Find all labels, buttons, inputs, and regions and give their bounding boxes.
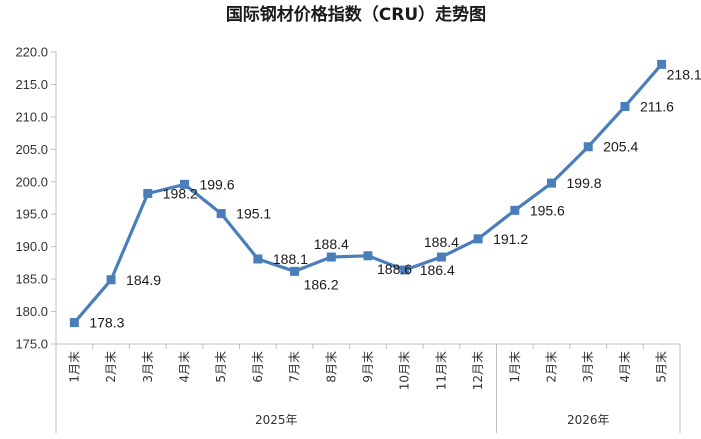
x-tick-label: 2月末 xyxy=(104,351,118,383)
data-point xyxy=(436,252,446,262)
data-label: 199.8 xyxy=(567,175,602,191)
data-point xyxy=(253,254,263,264)
x-tick-label: 5月末 xyxy=(655,351,669,383)
data-label: 195.1 xyxy=(236,206,271,222)
data-label: 188.6 xyxy=(377,261,412,277)
data-label: 184.9 xyxy=(126,272,161,288)
data-label: 205.4 xyxy=(603,139,638,155)
data-label: 199.6 xyxy=(199,176,234,192)
axes xyxy=(55,52,681,433)
data-label: 198.2 xyxy=(163,185,198,201)
data-point xyxy=(657,59,667,69)
data-point xyxy=(583,142,593,152)
series-line xyxy=(69,59,667,328)
x-tick-label: 8月末 xyxy=(324,351,338,383)
data-point xyxy=(290,266,300,276)
x-tick-label: 2月末 xyxy=(545,351,559,383)
data-point xyxy=(143,188,153,198)
data-point xyxy=(510,205,520,215)
data-point xyxy=(620,102,630,112)
x-axis-groups: 2025年 2026年 xyxy=(255,413,610,427)
y-tick-label: 180.0 xyxy=(15,304,48,319)
data-point xyxy=(179,179,189,189)
y-tick-label: 185.0 xyxy=(15,272,48,287)
data-point xyxy=(363,251,373,261)
y-tick-label: 220.0 xyxy=(15,45,48,60)
data-point xyxy=(216,209,226,219)
y-tick-label: 210.0 xyxy=(15,109,48,124)
data-label: 188.4 xyxy=(314,236,349,252)
data-label: 188.1 xyxy=(273,251,308,267)
x-tick-label: 12月末 xyxy=(471,351,485,390)
y-tick-label: 205.0 xyxy=(15,142,48,157)
data-label: 191.2 xyxy=(493,231,528,247)
x-tick-label: 4月末 xyxy=(618,351,632,383)
x-tick-label: 3月末 xyxy=(141,351,155,383)
y-tick-label: 175.0 xyxy=(15,337,48,352)
x-tick-label: 4月末 xyxy=(177,351,191,383)
x-axis-ticks: 1月末 2月末 3月末 4月末 5月末 6月末 7月末 8月末 9月末 10月末 11月末 12月末 1… xyxy=(67,351,668,390)
data-label: 211.6 xyxy=(640,99,674,115)
data-label: 186.4 xyxy=(420,262,455,278)
y-axis-ticks: 175.0 180.0 185.0 190.0 195.0 200.0 205.0 210.0… xyxy=(15,45,56,352)
y-tick-label: 190.0 xyxy=(15,239,48,254)
x-tick-label: 10月末 xyxy=(398,351,412,390)
chart-title: 国际钢材价格指数（CRU）走势图 xyxy=(226,4,486,25)
x-tick-label: 3月末 xyxy=(581,351,595,383)
x-tick-label: 1月末 xyxy=(67,351,81,383)
x-tick-label: 5月末 xyxy=(214,351,228,383)
x-tick-label: 7月末 xyxy=(288,351,302,383)
x-tick-label: 11月末 xyxy=(434,351,448,390)
x-group-label: 2026年 xyxy=(567,413,610,427)
data-label: 178.3 xyxy=(89,315,124,331)
data-point xyxy=(106,275,116,285)
data-point xyxy=(400,265,410,275)
x-group-label: 2025年 xyxy=(255,413,298,427)
y-tick-label: 200.0 xyxy=(15,174,48,189)
y-tick-label: 215.0 xyxy=(15,77,48,92)
y-tick-label: 195.0 xyxy=(15,207,48,222)
data-label: 186.2 xyxy=(304,276,339,292)
x-tick-label: 9月末 xyxy=(361,351,375,383)
x-tick-label: 6月末 xyxy=(251,351,265,383)
data-label: 218.1 xyxy=(667,66,701,82)
data-label: 188.4 xyxy=(424,234,459,250)
data-point xyxy=(547,178,557,188)
data-point xyxy=(326,252,336,262)
data-point xyxy=(473,234,483,244)
data-point xyxy=(69,318,79,328)
data-label: 195.6 xyxy=(530,202,565,218)
x-tick-label: 1月末 xyxy=(508,351,522,383)
